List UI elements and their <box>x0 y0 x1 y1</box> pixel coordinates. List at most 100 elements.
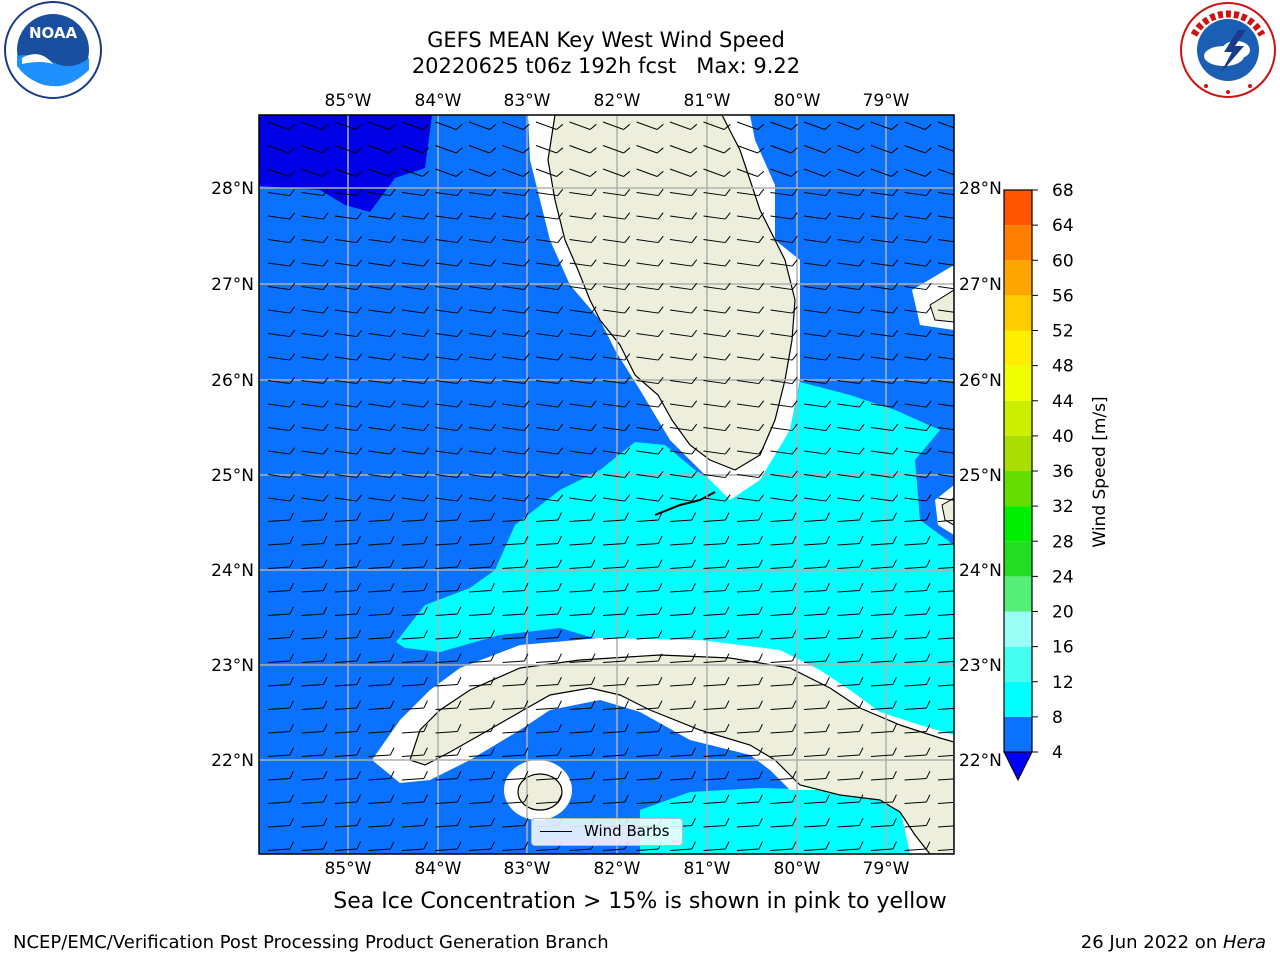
wind-barb <box>770 282 798 291</box>
wind-barb <box>401 512 428 522</box>
wind-barb <box>569 794 596 804</box>
wind-barb <box>937 309 954 314</box>
wind-barb <box>401 306 430 314</box>
legend-line-icon <box>540 831 572 832</box>
wind-barb <box>368 145 396 154</box>
wind-barb <box>636 212 664 220</box>
wind-barb <box>301 723 328 734</box>
wind-barb <box>870 306 899 314</box>
wind-barb <box>569 653 596 663</box>
wind-barb <box>368 582 395 593</box>
wind-barb <box>502 400 530 408</box>
wind-barb <box>569 306 597 314</box>
wind-barb <box>334 447 363 455</box>
wind-barb <box>870 329 899 338</box>
wind-barb <box>401 794 428 804</box>
wind-barb <box>636 447 664 455</box>
wind-barb <box>636 306 664 314</box>
wind-barb <box>669 606 696 616</box>
wind-barb <box>669 676 696 687</box>
wind-barb <box>837 747 864 757</box>
wind-barb <box>569 512 596 522</box>
wind-barb <box>435 188 463 197</box>
wind-barb <box>301 512 328 522</box>
wind-barb <box>736 770 763 781</box>
wind-barb <box>569 747 596 757</box>
wind-barb <box>636 535 663 546</box>
lat-label-right: 22°N <box>959 751 1002 771</box>
wind-barb <box>937 519 954 522</box>
wind-barb <box>837 606 864 616</box>
wind-barb <box>435 259 463 267</box>
wind-barb <box>803 329 832 338</box>
wind-barb <box>636 282 664 291</box>
wind-barb <box>401 629 428 640</box>
wind-barb <box>435 794 462 804</box>
wind-barb <box>870 841 897 851</box>
wind-barb <box>904 582 931 593</box>
wind-barb <box>636 676 663 687</box>
wind-barb <box>569 494 597 502</box>
wind-barb <box>334 817 361 828</box>
wind-barb <box>535 723 562 734</box>
wind-barb <box>401 700 428 710</box>
colorbar-segment <box>1004 576 1032 612</box>
wind-barb <box>937 824 954 828</box>
wind-barb <box>267 629 294 640</box>
lat-label-left: 27°N <box>211 275 254 295</box>
wind-barb <box>803 535 830 546</box>
wind-barb <box>669 188 698 197</box>
wind-barb <box>837 282 865 291</box>
wind-barb <box>770 400 798 408</box>
wind-barb <box>502 629 529 640</box>
wind-barb <box>602 535 629 546</box>
wind-barb <box>468 282 497 291</box>
wind-barb <box>904 423 932 432</box>
wind-barb <box>267 400 296 408</box>
wind-barb <box>401 212 430 220</box>
wind-barb <box>535 168 564 177</box>
wind-barb <box>569 353 597 361</box>
wind-barb <box>401 376 430 385</box>
wind-barb <box>837 629 864 640</box>
wind-barb <box>267 353 296 361</box>
wind-barb <box>267 376 296 385</box>
wind-barb <box>468 629 495 640</box>
wind-barb <box>669 353 698 361</box>
wind-barb <box>703 582 730 593</box>
wind-barb <box>904 353 932 361</box>
wind-barb <box>368 794 395 804</box>
wind-barb <box>636 353 664 361</box>
wind-barb <box>602 700 629 710</box>
wind-barb <box>569 676 596 687</box>
wind-barb <box>937 192 954 197</box>
wind-barb <box>770 723 797 734</box>
wind-barb <box>636 582 663 593</box>
wind-barb <box>301 841 328 851</box>
wind-barb <box>736 376 765 385</box>
wind-barb <box>803 282 832 291</box>
wind-barb <box>435 535 462 546</box>
wind-barb <box>937 730 954 734</box>
colorbar-tick-label: 32 <box>1052 497 1074 517</box>
wind-barb <box>669 121 698 130</box>
wind-barb <box>468 235 497 244</box>
wind-barb <box>535 188 564 197</box>
wind-barb <box>602 353 631 361</box>
wind-barb <box>301 188 329 197</box>
wind-barb <box>636 121 664 130</box>
wind-barb <box>502 376 530 385</box>
wind-barb <box>870 353 899 361</box>
national-weather-service-logo-icon <box>1180 2 1276 98</box>
wind-barb <box>535 282 564 291</box>
wind-barb <box>636 400 664 408</box>
wind-barb <box>870 817 897 828</box>
wind-barb <box>937 777 954 781</box>
colorbar-tick-label: 16 <box>1052 638 1074 658</box>
wind-barb <box>535 376 564 385</box>
wind-barb <box>267 582 294 593</box>
cuba-land <box>409 654 954 854</box>
colorbar-segment <box>1004 260 1032 296</box>
wind-barb <box>502 606 529 616</box>
